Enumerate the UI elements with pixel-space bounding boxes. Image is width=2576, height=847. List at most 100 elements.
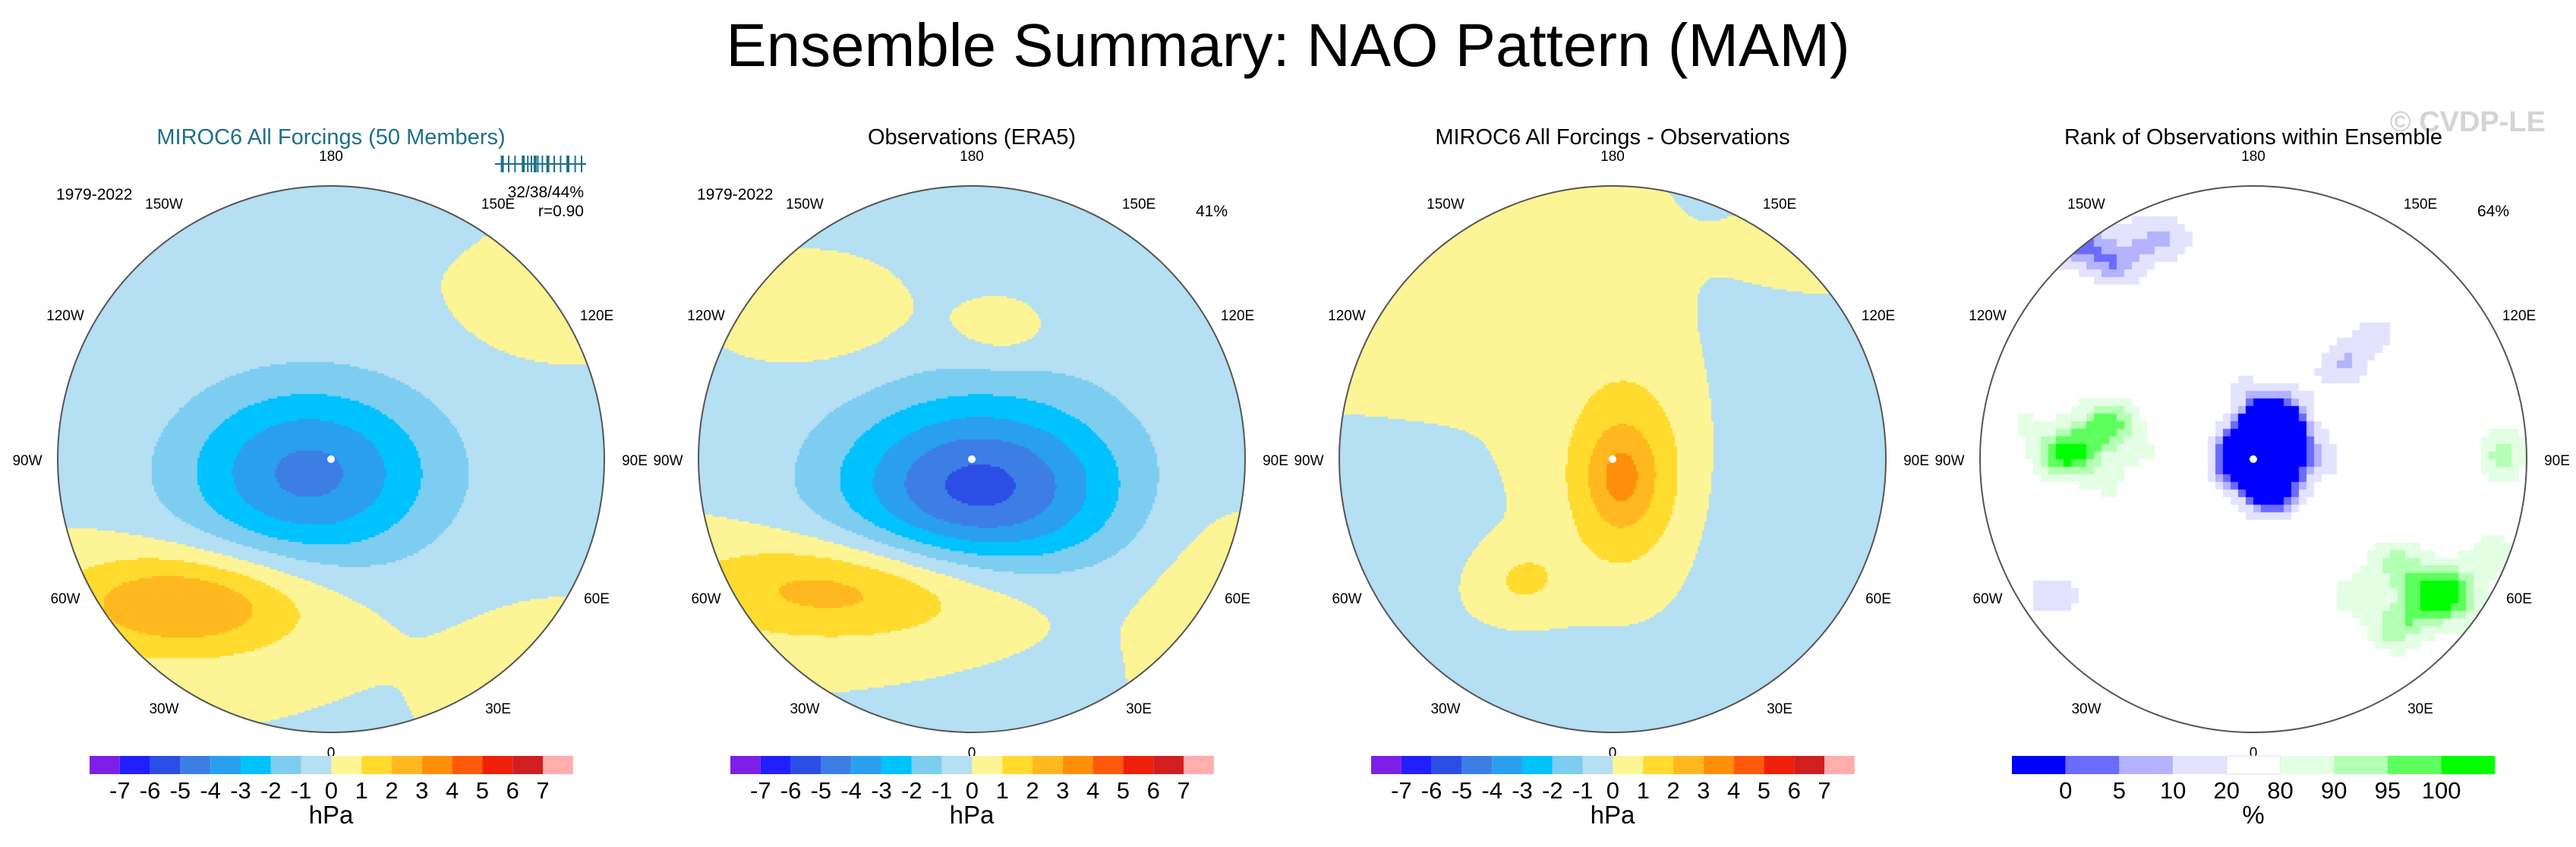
map-panel-1: 180 150W 150E 120W 120E 90W 90E 60W 60E 30W 30E 0 MI… [12, 125, 647, 829]
colorbar-tick: -4 [1481, 777, 1502, 804]
stat-label: 64% [2477, 203, 2509, 220]
colorbar-tick: -5 [170, 777, 191, 804]
watermark-text: © CVDP-LE [2389, 106, 2546, 138]
colorbar-tick: -1 [932, 777, 953, 804]
colorbar-tick: 7 [1818, 777, 1830, 804]
colorbar: 0 5 10 20 80 90 95 100% [2012, 755, 2496, 829]
lon-label-150E: 150E [2404, 197, 2437, 213]
lon-label-180: 180 [319, 149, 343, 165]
lon-label-60W: 60W [691, 591, 720, 607]
colorbar-segment [851, 756, 881, 774]
colorbar-units: hPa [309, 801, 354, 829]
colorbar: -7 -6 -5 -4 -3 -2 -1 0 1 2 3 4 5 6 7 hPa [730, 756, 1214, 829]
north-pole-marker [327, 455, 335, 463]
colorbar-tick: -2 [1542, 777, 1563, 804]
lon-label-60W: 60W [50, 591, 80, 607]
lon-label-150E: 150E [481, 197, 515, 213]
lon-label-120E: 120E [1862, 308, 1895, 324]
colorbar-tick: 20 [2214, 777, 2240, 804]
colorbar-tick: -7 [109, 777, 131, 804]
colorbar-tick: 0 [966, 777, 979, 804]
colorbar-segment [1733, 756, 1764, 774]
colorbar-segment [972, 756, 1003, 774]
lon-label-120W: 120W [687, 308, 725, 324]
colorbar-segment [512, 756, 543, 774]
lon-label-0: 0 [968, 745, 976, 761]
colorbar-segment [760, 756, 791, 774]
correlation-label: r=0.90 [538, 203, 584, 220]
lon-label-0: 0 [327, 745, 336, 761]
colorbar-tick: 3 [1056, 777, 1069, 804]
lon-label-0: 0 [2250, 745, 2258, 761]
lon-label-180: 180 [960, 149, 984, 165]
colorbar-segment [1153, 756, 1184, 774]
colorbar-segment [543, 756, 573, 774]
colorbar-segment [361, 756, 392, 774]
stat-label: 41% [1196, 203, 1228, 220]
colorbar-tick: 6 [1788, 777, 1801, 804]
colorbar-tick: -4 [840, 777, 862, 804]
colorbar-tick: 0 [325, 777, 338, 804]
colorbar-segment [1002, 756, 1033, 774]
colorbar-segment [1461, 756, 1493, 774]
panel-title: MIROC6 All Forcings (50 Members) [156, 125, 505, 150]
colorbar-segment [1093, 756, 1124, 774]
colorbar-segment [452, 756, 483, 774]
colorbar: -7 -6 -5 -4 -3 -2 -1 0 1 2 3 4 5 6 7 hPa [1371, 756, 1855, 829]
map-panel-4: 180 150W 150E 120W 120E 90W 90E 60W 60E 30W 30E 0 Ra… [1934, 125, 2569, 829]
colorbar-segment [1582, 756, 1613, 774]
lon-label-90W: 90W [12, 453, 42, 469]
lon-label-150E: 150E [1122, 197, 1156, 213]
colorbar-segment [2334, 756, 2388, 774]
colorbar-segment [2065, 756, 2120, 774]
colorbar-tick: 10 [2160, 777, 2186, 804]
lon-label-120E: 120E [580, 308, 613, 324]
lon-label-60W: 60W [1972, 591, 2002, 607]
lon-label-30E: 30E [1126, 701, 1152, 717]
lon-label-30E: 30E [485, 701, 511, 717]
colorbar-tick: -2 [901, 777, 922, 804]
north-pole-marker [2250, 455, 2257, 463]
colorbar-segment [301, 756, 332, 774]
lon-label-120E: 120E [2502, 308, 2536, 324]
colorbar-tick: -3 [871, 777, 892, 804]
colorbar-segment [911, 756, 942, 774]
colorbar-tick: 80 [2267, 777, 2293, 804]
colorbar-segment [2387, 756, 2442, 774]
map-boundary [57, 185, 605, 733]
colorbar-segment [1123, 756, 1154, 774]
years-label: 1979-2022 [56, 186, 132, 203]
years-label: 1979-2022 [697, 186, 773, 203]
map-panel-3: 180 150W 150E 120W 120E 90W 90E 60W 60E 30W 30E 0 MI… [1294, 125, 1928, 829]
colorbar-tick: -5 [1452, 777, 1473, 804]
lon-label-60W: 60W [1332, 591, 1361, 607]
colorbar-tick: 5 [1758, 777, 1770, 804]
colorbar: -7 -6 -5 -4 -3 -2 -1 0 1 2 3 4 5 6 7 hPa [90, 756, 573, 829]
rank-strip [495, 156, 586, 172]
colorbar-tick: 6 [1147, 777, 1160, 804]
colorbar-tick: -6 [780, 777, 802, 804]
colorbar-segment [150, 756, 181, 774]
colorbar-segment [821, 756, 852, 774]
stat-label: 32/38/44% [508, 184, 584, 201]
colorbar-tick: 7 [536, 777, 549, 804]
colorbar-tick: -1 [291, 777, 312, 804]
colorbar-tick: -3 [1512, 777, 1533, 804]
colorbar-segment [790, 756, 821, 774]
lon-label-180: 180 [2241, 149, 2265, 165]
colorbar-segment [1824, 756, 1855, 774]
colorbar-tick: -5 [811, 777, 832, 804]
colorbar-tick: -7 [1391, 777, 1412, 804]
colorbar-tick: -6 [140, 777, 161, 804]
colorbar-tick: 2 [1026, 777, 1039, 804]
lon-label-0: 0 [1609, 745, 1617, 761]
colorbar-segment [210, 756, 241, 774]
map-boundary [698, 185, 1246, 733]
colorbar-segment [941, 756, 973, 774]
colorbar-segment [1492, 756, 1522, 774]
lon-label-120W: 120W [46, 308, 84, 324]
colorbar-tick: 4 [1086, 777, 1099, 804]
lon-label-90W: 90W [1294, 453, 1323, 469]
colorbar-tick: 1 [1637, 777, 1650, 804]
